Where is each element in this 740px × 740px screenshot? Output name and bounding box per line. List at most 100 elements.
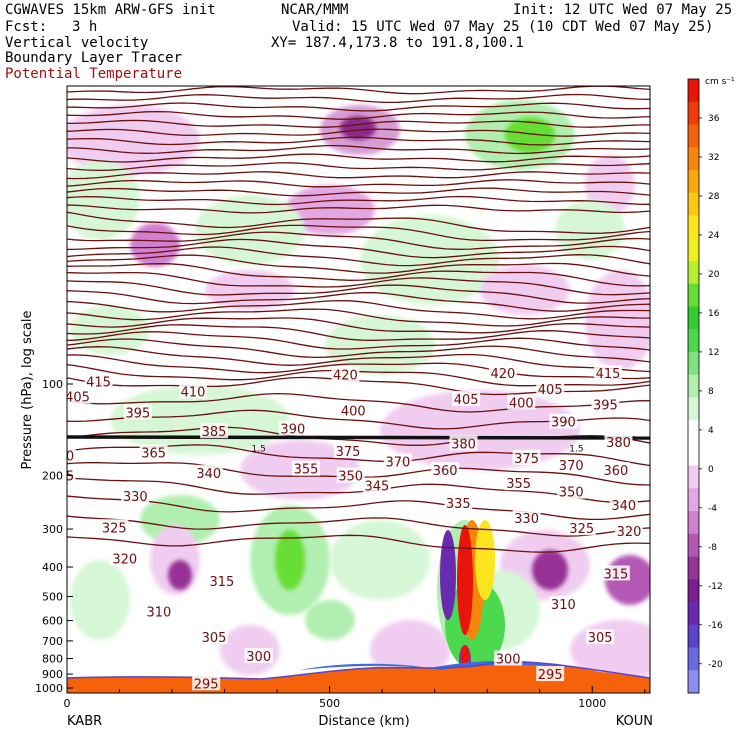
y-tick-label: 1000 xyxy=(35,682,63,695)
theta-label: 315 xyxy=(210,575,235,590)
colorbar-tick-label: -20 xyxy=(708,660,723,670)
colorbar-swatch xyxy=(688,306,699,330)
theta-label: 330 xyxy=(514,512,539,527)
field-potential-temperature: Potential Temperature xyxy=(5,66,183,82)
theta-label: 405 xyxy=(538,383,563,398)
colorbar-swatch xyxy=(688,169,699,194)
theta-label: 340 xyxy=(611,499,636,514)
colorbar-swatch xyxy=(688,283,699,307)
colorbar-tick-label: 0 xyxy=(708,465,714,475)
theta-label: 405 xyxy=(65,391,90,406)
theta-label: 370 xyxy=(559,459,584,474)
theta-label: 390 xyxy=(280,422,305,437)
theta-label: 420 xyxy=(333,368,358,383)
theta-label: 340 xyxy=(196,467,221,482)
theta-label: 300 xyxy=(246,650,271,665)
y-tick-label: 200 xyxy=(42,470,63,483)
theta-label: 405 xyxy=(454,393,479,408)
theta-label: 345 xyxy=(364,480,389,495)
field-boundary-layer-tracer: Boundary Layer Tracer xyxy=(5,50,183,66)
colorbar-swatch xyxy=(688,488,699,512)
colorbar-swatch xyxy=(688,420,699,444)
theta-label: 390 xyxy=(551,416,576,431)
colorbar-tick-label: -8 xyxy=(708,543,717,553)
theta-label: 410 xyxy=(181,386,206,401)
y-tick-label: 300 xyxy=(42,523,63,536)
theta-label: 380 xyxy=(451,438,476,453)
colorbar-swatch xyxy=(688,533,699,557)
theta-label: 370 xyxy=(385,456,410,471)
y-tick-label: 800 xyxy=(42,653,63,666)
left-station: KABR xyxy=(67,714,102,729)
colorbar-tick-label: 12 xyxy=(708,348,719,358)
colorbar-tick-label: -4 xyxy=(708,504,717,514)
y-tick-label: 100 xyxy=(42,378,63,391)
colorbar-tick-label: 16 xyxy=(708,309,720,319)
y-tick-label: 900 xyxy=(42,668,63,681)
y-tick-label: 500 xyxy=(42,590,63,603)
theta-label: 365 xyxy=(141,446,166,461)
theta-label: 375 xyxy=(336,445,361,460)
right-station: KOUN xyxy=(616,714,653,729)
theta-label: 325 xyxy=(569,522,594,537)
colorbar-swatch xyxy=(688,238,699,262)
colorbar-tick-label: 32 xyxy=(708,153,719,163)
theta-label: 295 xyxy=(194,677,219,692)
theta-label: 305 xyxy=(202,631,227,646)
colorbar-tick-label: 36 xyxy=(708,114,720,124)
theta-label: 350 xyxy=(559,486,584,501)
colorbar-unit: cm s⁻¹ xyxy=(705,77,735,87)
colorbar-swatch xyxy=(688,147,699,171)
colorbar: 36 32 28 24 20 16 12 8 4 0 -4 -8 -12 -16 -20 xyxy=(687,78,723,694)
theta-label: 395 xyxy=(125,406,150,421)
colorbar-swatch xyxy=(688,124,699,148)
theta-label: 415 xyxy=(596,367,621,382)
valid-time: Valid: 15 UTC Wed 07 May 25 (10 CDT Wed … xyxy=(292,19,714,35)
colorbar-swatch xyxy=(688,624,699,648)
colorbar-swatch xyxy=(688,374,699,398)
theta-label: 350 xyxy=(338,470,363,485)
theta-label: 355 xyxy=(506,477,531,492)
colorbar-swatch xyxy=(688,397,699,421)
forecast-hour: 3 h xyxy=(72,19,98,35)
colorbar-swatch xyxy=(688,351,699,375)
center-name: NCAR/MMM xyxy=(281,2,349,18)
colorbar-swatch xyxy=(688,670,699,694)
theta-label: 310 xyxy=(147,605,172,620)
init-time: Init: 12 UTC Wed 07 May 25 xyxy=(513,2,733,18)
colorbar-tick-label: 24 xyxy=(708,231,720,241)
plot-frame xyxy=(66,85,651,694)
y-tick-label: 700 xyxy=(42,635,63,648)
theta-label: 380 xyxy=(606,436,631,451)
tropopause-label: 1.5 xyxy=(569,445,583,455)
theta-label: 420 xyxy=(491,367,516,382)
colorbar-tick-label: 8 xyxy=(708,387,714,397)
theta-label: 375 xyxy=(514,452,539,467)
theta-label: 330 xyxy=(123,490,148,505)
theta-label: 335 xyxy=(446,497,471,512)
theta-label: 415 xyxy=(86,375,111,390)
colorbar-swatch xyxy=(688,79,699,103)
distance-axis: 0 500 1000 xyxy=(64,686,646,710)
field-vertical-velocity: Vertical velocity xyxy=(5,35,149,51)
x-tick-label: 0 xyxy=(64,697,71,710)
x-axis-label: Distance (km) xyxy=(318,714,409,729)
colorbar-swatch xyxy=(688,511,699,535)
x-tick-label: 500 xyxy=(319,697,340,710)
theta-label: 300 xyxy=(496,653,521,668)
theta-label: 360 xyxy=(433,464,458,479)
colorbar-swatch xyxy=(688,465,699,489)
theta-label: 305 xyxy=(588,631,613,646)
colorbar-swatch xyxy=(688,602,699,626)
theta-label: 315 xyxy=(603,567,628,582)
colorbar-swatch xyxy=(688,260,699,284)
colorbar-swatch xyxy=(688,556,699,580)
y-tick-label: 600 xyxy=(42,615,63,628)
theta-label: 325 xyxy=(102,521,127,536)
y-axis-label: Pressure (hPa), log scale xyxy=(20,311,35,470)
theta-label: 310 xyxy=(551,598,576,613)
theta-label: 320 xyxy=(112,553,137,568)
colorbar-tick-label: -12 xyxy=(708,582,723,592)
theta-label: 320 xyxy=(617,525,642,540)
